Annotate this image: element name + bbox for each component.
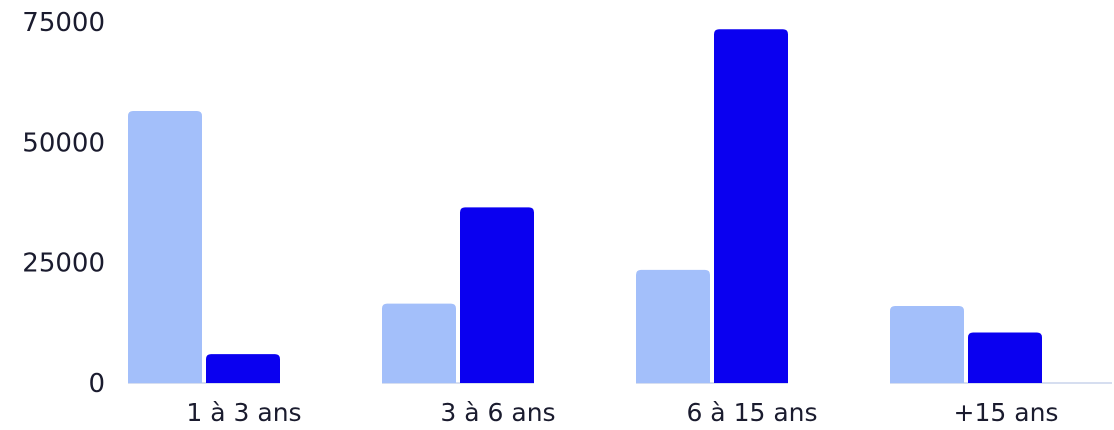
bar-dark-2 [714,29,788,383]
y-tick-label: 25000 [22,249,105,279]
x-tick-label: 1 à 3 ans [186,398,301,427]
bar-dark-3 [968,332,1042,383]
x-tick-label: 3 à 6 ans [440,398,555,427]
bar-dark-0 [206,354,280,383]
bar-light-3 [890,305,964,383]
x-tick-label: 6 à 15 ans [686,398,817,427]
x-tick-label: +15 ans [954,398,1059,427]
bar-light-2 [636,269,710,383]
x-axis-labels: 1 à 3 ans 3 à 6 ans 6 à 15 ans +15 ans [186,398,1058,427]
y-tick-label: 0 [88,369,105,399]
y-tick-label: 50000 [22,128,105,158]
y-tick-label: 75000 [22,8,105,38]
bars-layer [128,29,1042,384]
bar-light-1 [382,303,456,383]
bar-dark-1 [460,207,534,383]
y-axis-ticks: 0 25000 50000 75000 [22,8,105,399]
bar-light-0 [128,111,202,384]
